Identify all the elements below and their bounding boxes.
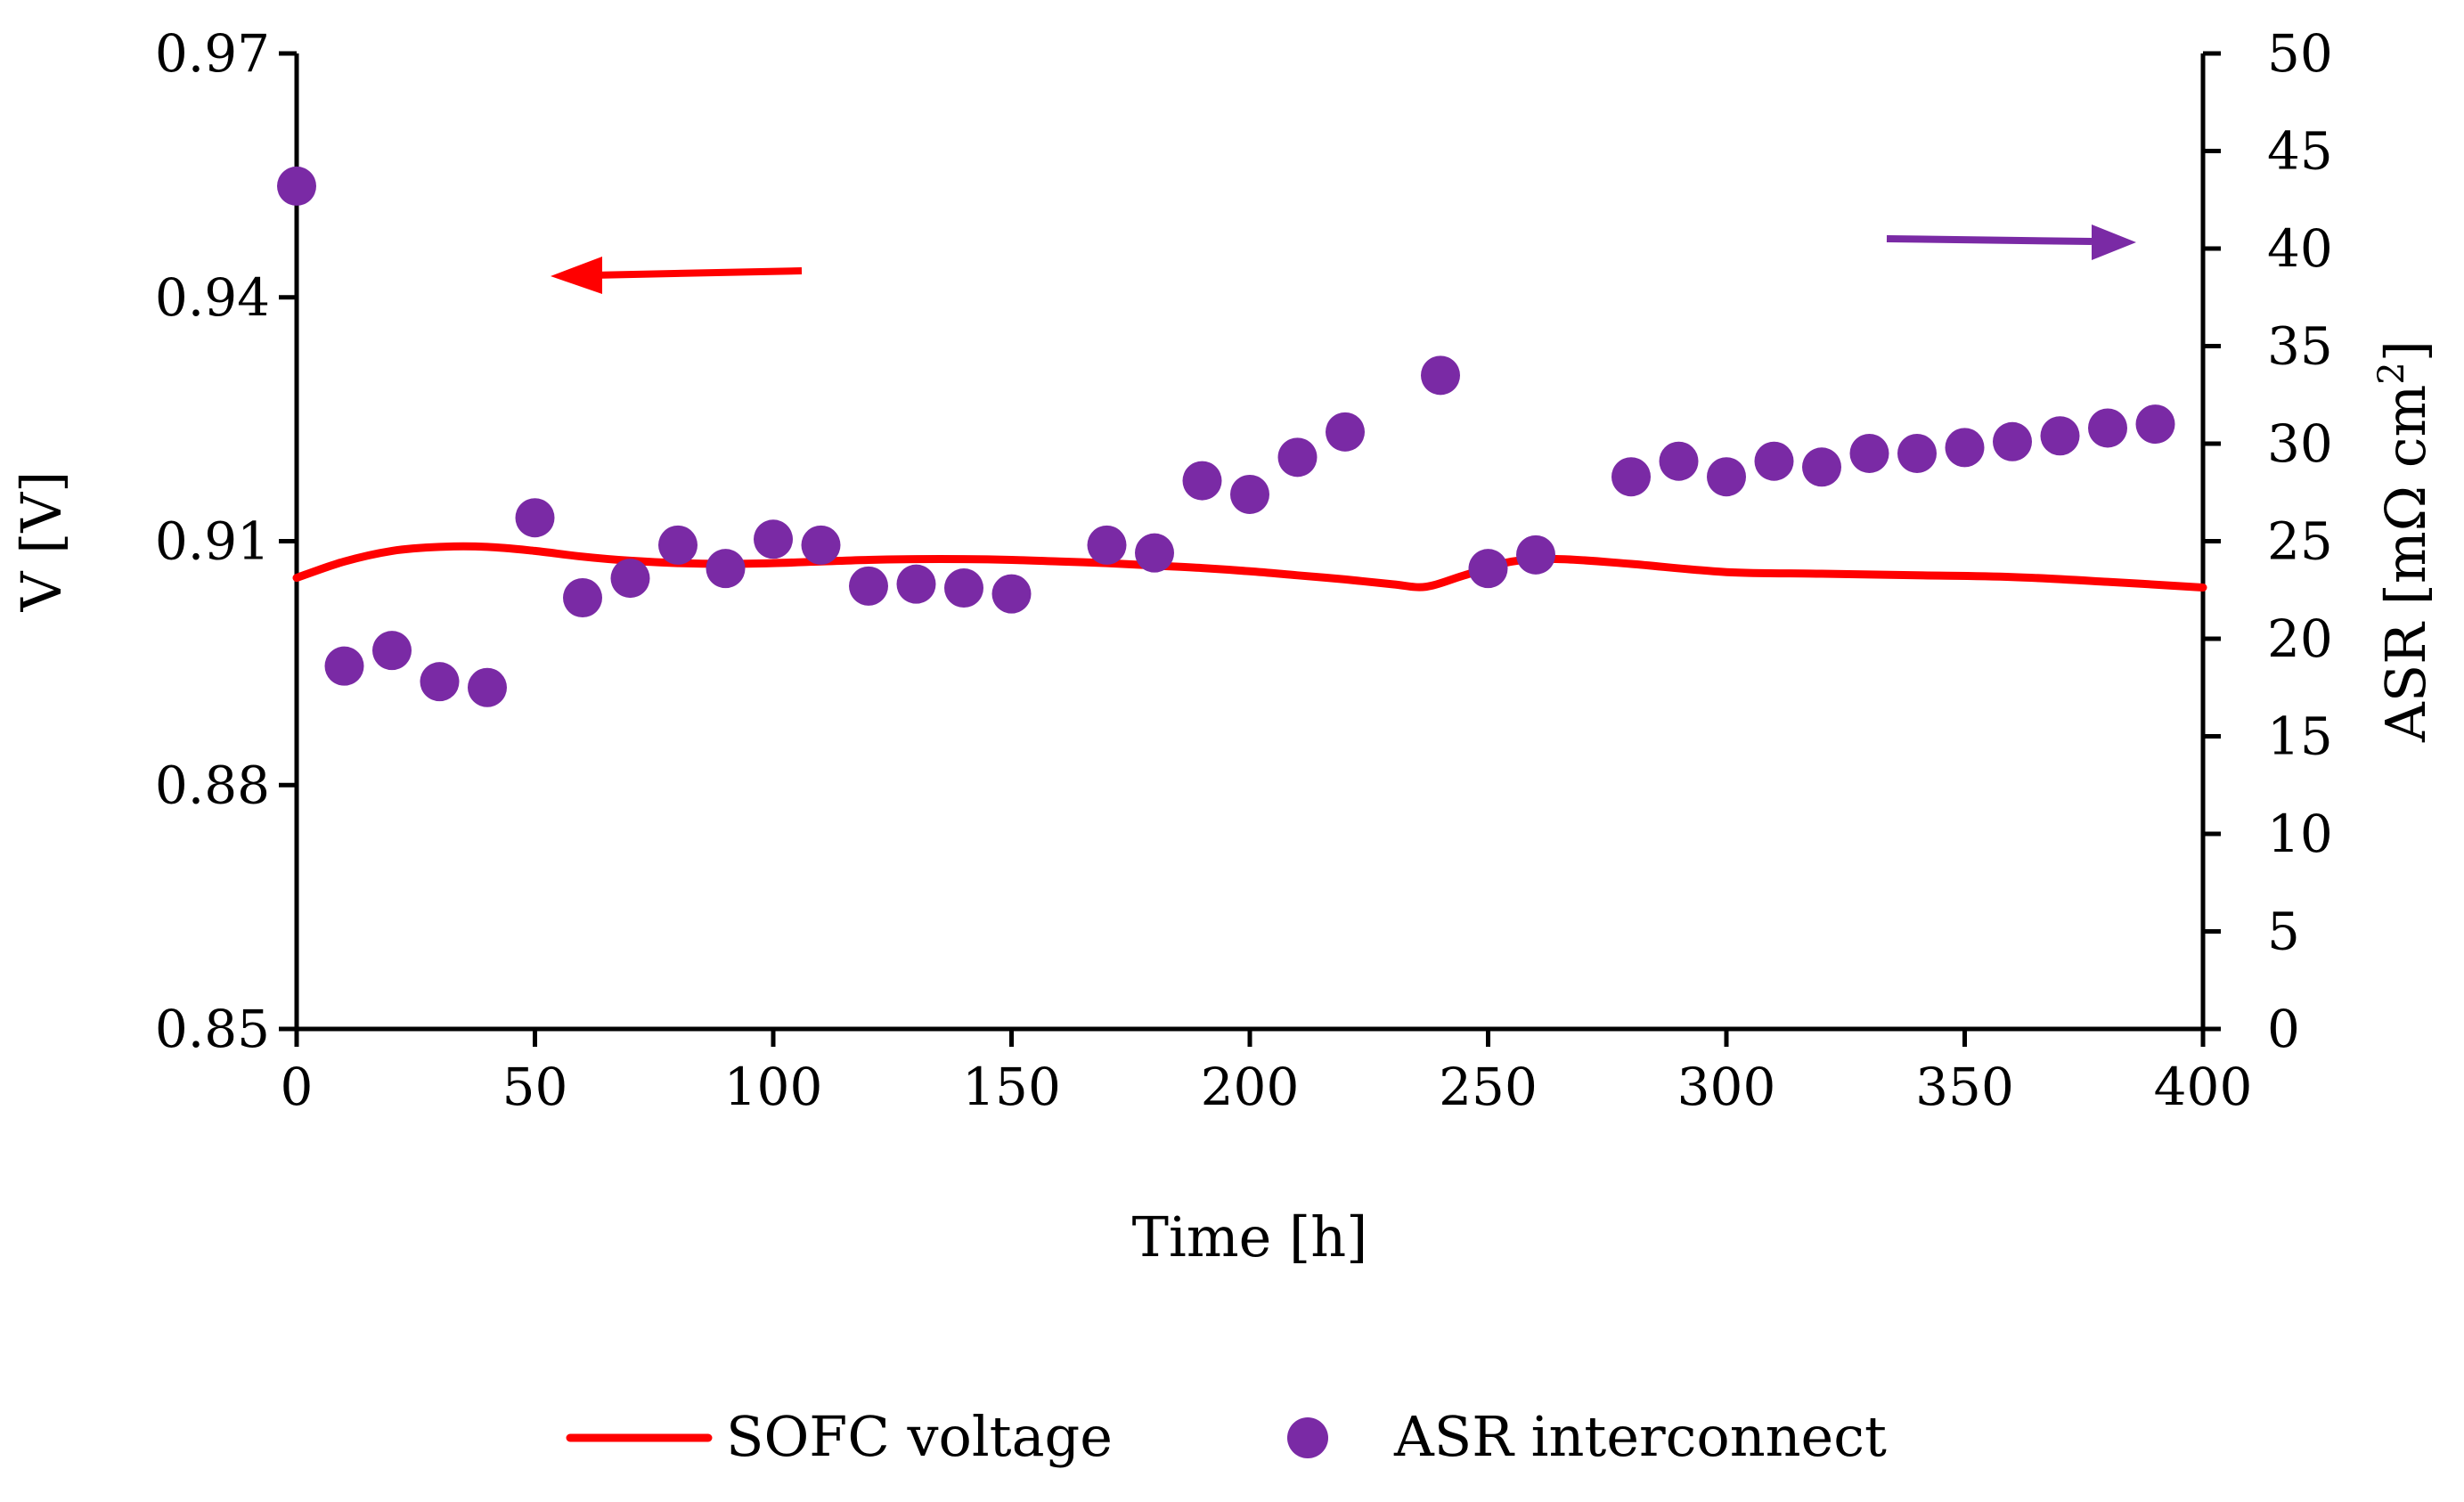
asr-data-point <box>1707 457 1746 497</box>
asr-data-point <box>468 667 507 707</box>
left-y-tick-label: 0.85 <box>155 999 270 1059</box>
asr-data-point <box>1516 535 1555 575</box>
asr-data-point <box>1468 549 1508 589</box>
x-ticks: 0 50 100 150 200 250 300 350 400 <box>281 1029 2253 1117</box>
x-axis-title: Time [h] <box>1132 1204 1368 1269</box>
asr-data-point <box>1087 525 1127 565</box>
left-y-tick-label: 0.97 <box>155 23 270 84</box>
asr-data-point <box>1897 433 1937 473</box>
asr-data-point <box>2135 404 2175 445</box>
right-y-tick-label: 25 <box>2267 511 2333 572</box>
right-y-tick-label: 30 <box>2267 413 2333 474</box>
asr-data-point <box>1945 428 1985 468</box>
x-tick-label: 0 <box>281 1057 314 1117</box>
asr-data-point <box>372 631 412 671</box>
asr-data-point <box>2088 408 2127 448</box>
asr-data-point <box>515 498 555 538</box>
x-tick-label: 350 <box>1915 1057 2014 1117</box>
right-y-tick-label: 15 <box>2267 706 2333 767</box>
right-y-tick-label: 10 <box>2267 804 2333 864</box>
asr-data-point <box>277 166 316 206</box>
right-y-tick-label: 50 <box>2267 23 2333 84</box>
right-y-tick-label: 40 <box>2267 218 2333 279</box>
legend-label-asr-interconnect: ASR interconnect <box>1393 1404 1887 1469</box>
asr-data-point <box>1421 355 1460 396</box>
left-arrow-shaft <box>592 267 803 279</box>
asr-data-point <box>658 525 698 565</box>
right-y-tick-label: 5 <box>2267 902 2300 962</box>
left-y-tick-label: 0.88 <box>155 755 270 815</box>
asr-data-point <box>1993 421 2032 461</box>
right-y-tick-label: 45 <box>2267 121 2333 182</box>
asr-data-point <box>801 525 841 565</box>
asr-data-point <box>1182 461 1222 501</box>
axes <box>294 53 2206 1032</box>
asr-data-point <box>2040 416 2080 456</box>
legend-label-sofc-voltage: SOFC voltage <box>726 1404 1113 1469</box>
x-tick-label: 50 <box>502 1057 568 1117</box>
asr-data-point <box>991 574 1032 614</box>
asr-data-point <box>1754 441 1794 481</box>
series-asr-interconnect-points <box>277 166 2175 707</box>
asr-data-point <box>896 564 936 604</box>
left-y-tick-label: 0.94 <box>155 267 270 328</box>
right-y-ticks: 0 5 10 15 20 25 30 35 40 45 50 <box>2203 23 2333 1059</box>
asr-data-point <box>563 578 602 618</box>
asr-data-point <box>754 519 793 559</box>
x-tick-label: 150 <box>962 1057 1061 1117</box>
right-y-axis-title: ASR [mΩ cm2] <box>2371 340 2438 743</box>
asr-data-point <box>1849 433 1889 473</box>
legend: SOFC voltage ASR interconnect <box>566 1404 1887 1469</box>
plot-area <box>277 166 2207 707</box>
left-y-axis-title: V [V] <box>9 471 74 613</box>
right-y-tick-label: 35 <box>2267 316 2333 377</box>
asr-data-point <box>706 549 746 589</box>
x-tick-label: 300 <box>1677 1057 1776 1117</box>
x-tick-label: 200 <box>1201 1057 1300 1117</box>
left-y-tick-label: 0.91 <box>155 511 270 572</box>
right-y-axis-title-superscript: 2 <box>2371 362 2412 384</box>
asr-data-point <box>1326 412 1365 452</box>
asr-data-point <box>1277 437 1318 478</box>
asr-data-point <box>944 568 983 608</box>
asr-data-point <box>1611 457 1651 497</box>
asr-data-point <box>420 662 460 702</box>
asr-data-point <box>849 566 888 606</box>
x-tick-label: 100 <box>724 1057 823 1117</box>
right-arrow-shaft <box>1886 235 2093 245</box>
right-y-axis-title-close: ] <box>2373 340 2438 362</box>
axis-indicator-arrows <box>551 224 2136 294</box>
asr-data-point <box>610 559 650 599</box>
legend-swatch-asr-interconnect <box>1287 1417 1328 1458</box>
x-tick-label: 250 <box>1439 1057 1538 1117</box>
asr-data-point <box>324 646 364 686</box>
right-y-tick-label: 0 <box>2267 999 2300 1059</box>
right-arrow-head <box>2092 224 2136 260</box>
asr-data-point <box>1135 533 1174 573</box>
left-y-ticks: 0.85 0.88 0.91 0.94 0.97 <box>155 23 297 1059</box>
asr-data-point <box>1802 447 1841 487</box>
asr-data-point <box>1659 441 1699 481</box>
right-y-tick-label: 20 <box>2267 608 2333 669</box>
asr-data-point <box>1230 474 1269 514</box>
left-arrow-head <box>551 257 602 294</box>
right-y-axis-title-main: ASR [mΩ cm <box>2373 385 2438 743</box>
x-tick-label: 400 <box>2154 1057 2253 1117</box>
